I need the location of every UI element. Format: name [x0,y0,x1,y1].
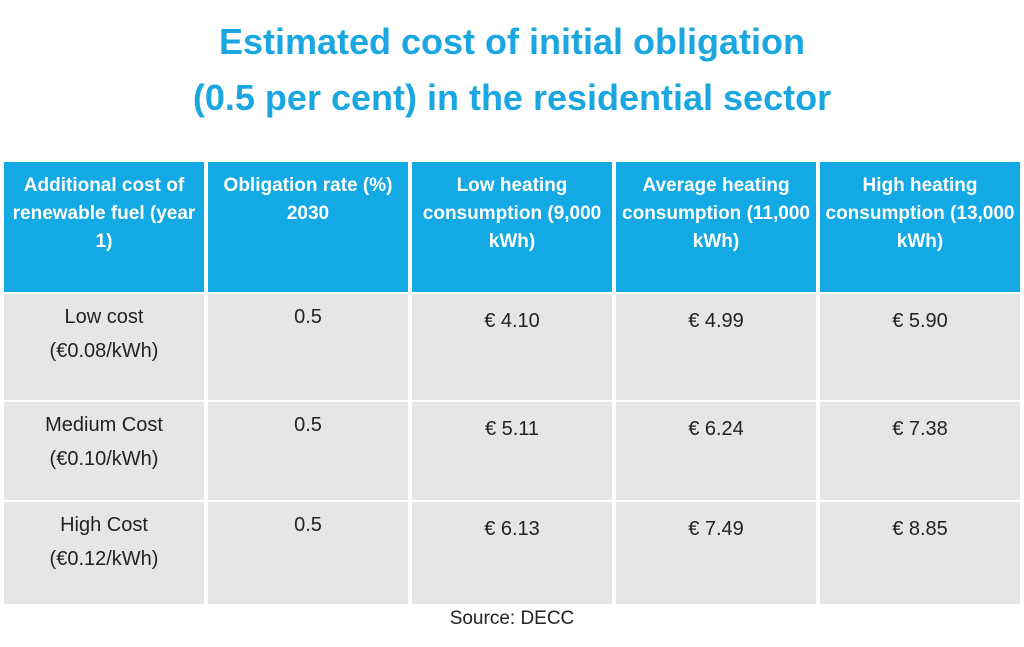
header-high-heating: High heating consumption (13,000 kWh) [820,162,1020,292]
high-heating-cell: € 8.85 [820,502,1020,604]
cost-price: (€0.10/kWh) [49,448,159,470]
low-heating-cell: € 5.11 [412,402,612,500]
cost-table: Additional cost of renewable fuel (year … [0,160,1024,606]
title-line-1: Estimated cost of initial obligation [218,21,806,62]
header-low-heating: Low heating consumption (9,000 kWh) [412,162,612,292]
high-heating-cell: € 7.38 [820,402,1020,500]
cost-name: Low cost [64,306,144,328]
high-heating-cell: € 5.90 [820,294,1020,400]
average-heating-cell: € 6.24 [616,402,816,500]
cost-name: High Cost [60,514,148,536]
low-heating-cell: € 4.10 [412,294,612,400]
header-obligation-rate: Obligation rate (%) 2030 [208,162,408,292]
source-note: Source: DECC [449,608,575,629]
cost-name: Medium Cost [45,414,163,436]
average-heating-cell: € 7.49 [616,502,816,604]
cost-cell: High Cost (€0.12/kWh) [4,502,204,604]
page-title: Estimated cost of initial obligation (0.… [0,14,1024,126]
rate-cell: 0.5 [208,294,408,400]
low-heating-cell: € 6.13 [412,502,612,604]
header-additional-cost: Additional cost of renewable fuel (year … [4,162,204,292]
table-row: Medium Cost (€0.10/kWh) 0.5 € 5.11 € 6.2… [4,402,1020,500]
cost-cell: Low cost (€0.08/kWh) [4,294,204,400]
cost-price: (€0.12/kWh) [49,548,159,570]
rate-cell: 0.5 [208,502,408,604]
cost-cell: Medium Cost (€0.10/kWh) [4,402,204,500]
title-line-2: (0.5 per cent) in the residential sector [192,77,832,118]
table-row: High Cost (€0.12/kWh) 0.5 € 6.13 € 7.49 … [4,502,1020,604]
table-row: Low cost (€0.08/kWh) 0.5 € 4.10 € 4.99 €… [4,294,1020,400]
cost-price: (€0.08/kWh) [49,340,159,362]
average-heating-cell: € 4.99 [616,294,816,400]
table-header-row: Additional cost of renewable fuel (year … [4,162,1020,292]
header-average-heating: Average heating consumption (11,000 kWh) [616,162,816,292]
rate-cell: 0.5 [208,402,408,500]
